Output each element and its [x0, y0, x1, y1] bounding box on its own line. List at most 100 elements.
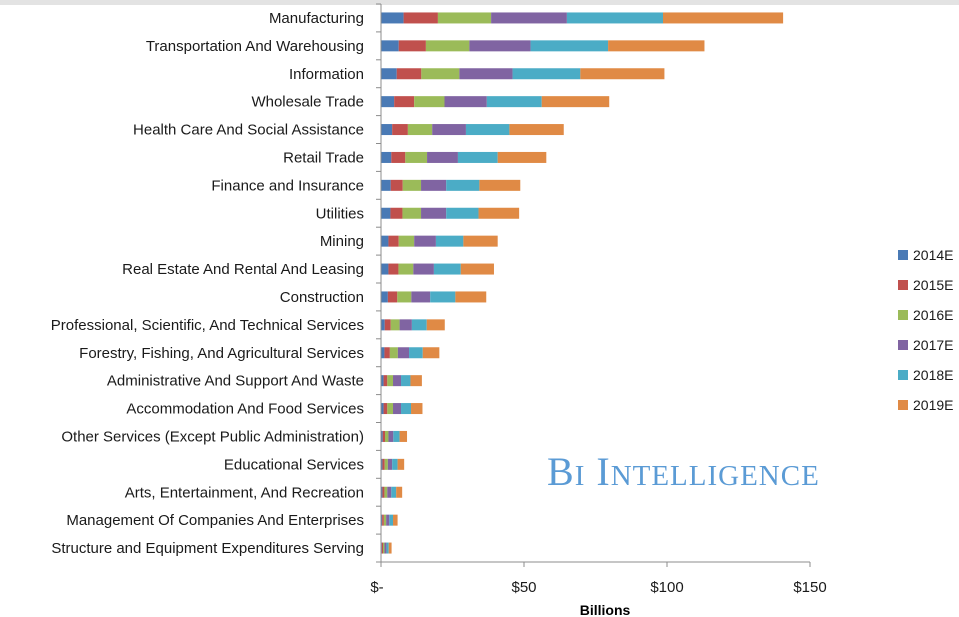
- bar-segment-2016e: [397, 291, 412, 303]
- legend-label: 2016E: [913, 307, 953, 323]
- bar-segment-2015e: [403, 12, 438, 24]
- bar-segment-2019e: [478, 207, 520, 219]
- x-axis-title: Billions: [580, 602, 631, 617]
- category-label: Transportation And Warehousing: [146, 38, 364, 55]
- bar-segment-2018e: [430, 291, 456, 303]
- bar-segment-2018e: [433, 263, 461, 275]
- x-tick-marks: [380, 562, 811, 567]
- x-tick-label: $-: [370, 579, 383, 596]
- bar-segment-2017e: [393, 375, 402, 387]
- bar-segment-2016e: [407, 124, 433, 136]
- bar-segment-2014e: [381, 458, 383, 470]
- legend-label: 2015E: [913, 277, 953, 293]
- category-label: Information: [289, 66, 364, 83]
- category-label: Educational Services: [224, 456, 364, 473]
- bar-segment-2014e: [381, 151, 392, 163]
- category-label: Health Care And Social Assistance: [133, 122, 364, 139]
- category-label: Forestry, Fishing, And Agricultural Serv…: [79, 345, 364, 362]
- category-label: Structure and Equipment Expenditures Ser…: [51, 540, 364, 557]
- bar-segment-2014e: [381, 319, 385, 331]
- bar-segment-2016e: [398, 235, 415, 247]
- bar-segment-2016e: [383, 542, 385, 554]
- bar-segment-2016e: [402, 207, 422, 219]
- category-label: Construction: [280, 289, 364, 306]
- bar-segment-2018e: [411, 319, 427, 331]
- bar-segment-2016e: [384, 486, 388, 498]
- bar-segment-2018e: [401, 403, 412, 415]
- bar-segment-2018e: [512, 68, 581, 80]
- bars-layer: [381, 12, 784, 554]
- bar-segment-2017e: [387, 486, 392, 498]
- bar-segment-2015e: [396, 68, 422, 80]
- category-label: Management Of Companies And Enterprises: [66, 512, 364, 529]
- bar-segment-2014e: [381, 207, 391, 219]
- bar-segment-2017e: [387, 458, 393, 470]
- bar-segment-2015e: [381, 542, 384, 554]
- legend-label: 2018E: [913, 367, 953, 383]
- bar-segment-2014e: [381, 12, 404, 24]
- legend: 2014E 2015E 2016E 2017E 2018E 2019E: [898, 247, 953, 413]
- bar-segment-2016e: [389, 347, 398, 359]
- bar-segment-2015e: [394, 96, 415, 108]
- bar-segment-2019e: [509, 124, 564, 136]
- bar-segment-2014e: [381, 347, 385, 359]
- bar-segment-2016e: [387, 403, 394, 415]
- bar-segment-2016e: [414, 96, 445, 108]
- bar-segment-2015e: [382, 486, 385, 498]
- bar-segment-2018e: [457, 151, 498, 163]
- bar-segment-2019e: [426, 319, 445, 331]
- bar-segment-2017e: [427, 151, 458, 163]
- bar-segment-2019e: [396, 486, 403, 498]
- bar-segment-2019e: [397, 458, 405, 470]
- x-tick-label: $100: [650, 579, 683, 596]
- bar-segment-2015e: [391, 151, 406, 163]
- bar-segment-2019e: [393, 514, 398, 526]
- bar-segment-2019e: [479, 179, 521, 191]
- bar-segment-2019e: [580, 68, 665, 80]
- legend-label: 2017E: [913, 337, 953, 353]
- bar-segment-2014e: [381, 235, 389, 247]
- bar-segment-2014e: [381, 124, 393, 136]
- category-label: Real Estate And Rental And Leasing: [122, 261, 364, 278]
- bar-segment-2017e: [399, 319, 412, 331]
- bar-segment-2018e: [530, 40, 609, 52]
- category-label: Other Services (Except Public Administra…: [61, 428, 364, 445]
- category-labels: Manufacturing Transportation And Warehous…: [51, 10, 364, 557]
- category-label: Mining: [320, 233, 364, 250]
- bar-segment-2017e: [444, 96, 487, 108]
- x-tick-label: $150: [793, 579, 826, 596]
- bar-segment-2016e: [402, 179, 422, 191]
- bar-segment-2018e: [389, 514, 394, 526]
- bar-segment-2015e: [398, 40, 426, 52]
- bar-segment-2017e: [411, 291, 431, 303]
- bar-segment-2015e: [384, 319, 391, 331]
- bar-segment-2015e: [382, 430, 386, 442]
- legend-swatch-2018e: [898, 370, 908, 380]
- top-strip: [0, 0, 959, 5]
- bar-segment-2019e: [410, 375, 422, 387]
- bar-segment-2017e: [413, 263, 434, 275]
- category-label: Arts, Entertainment, And Recreation: [125, 484, 364, 501]
- bar-segment-2015e: [384, 347, 390, 359]
- category-label: Wholesale Trade: [251, 94, 364, 111]
- bar-segment-2017e: [386, 514, 390, 526]
- bar-segment-2019e: [497, 151, 547, 163]
- bar-segment-2018e: [391, 486, 397, 498]
- bar-segment-2014e: [381, 403, 384, 415]
- bar-segment-2016e: [387, 375, 394, 387]
- x-tick-label: $50: [511, 579, 536, 596]
- bar-segment-2014e: [381, 68, 397, 80]
- bar-segment-2018e: [446, 207, 479, 219]
- bar-segment-2019e: [463, 235, 498, 247]
- bar-segment-2017e: [421, 207, 447, 219]
- bar-segment-2018e: [392, 458, 398, 470]
- bar-segment-2014e: [381, 179, 391, 191]
- bar-segment-2019e: [455, 291, 487, 303]
- bar-segment-2015e: [382, 458, 385, 470]
- bar-segment-2014e: [381, 486, 383, 498]
- bar-segment-2017e: [432, 124, 466, 136]
- category-label: Manufacturing: [269, 10, 364, 27]
- bar-segment-2019e: [411, 403, 423, 415]
- bar-segment-2014e: [381, 263, 389, 275]
